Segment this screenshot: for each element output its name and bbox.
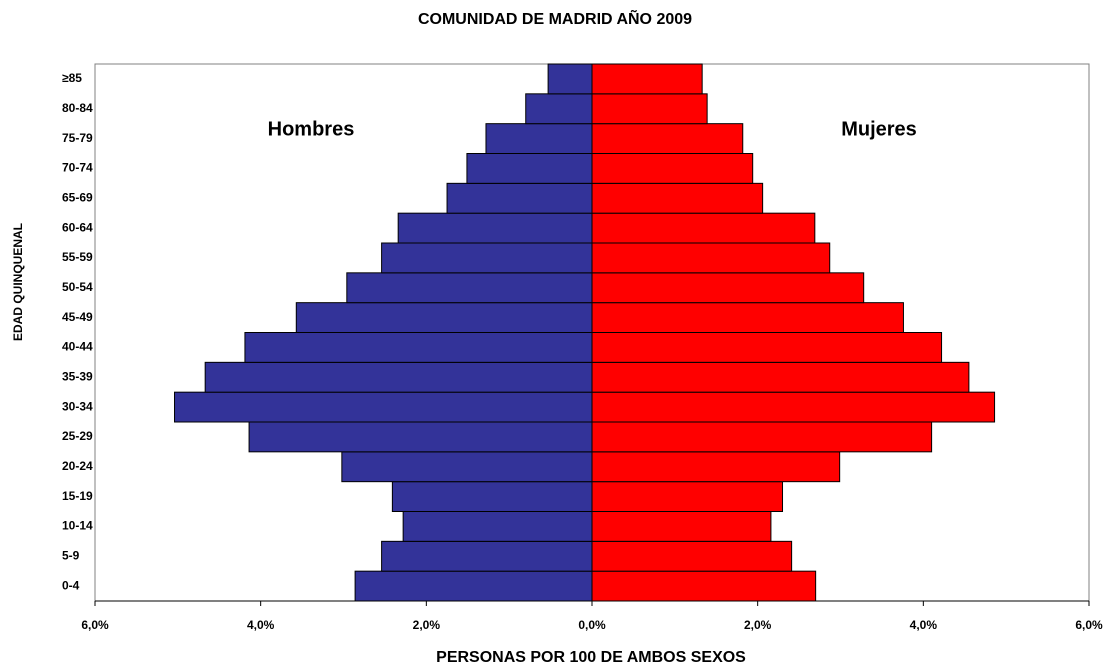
bar xyxy=(402,511,593,542)
bar xyxy=(244,332,593,363)
bar xyxy=(346,272,593,304)
bar xyxy=(591,421,933,453)
bar xyxy=(525,93,593,125)
x-tick-label: 0,0% xyxy=(578,618,606,632)
bar xyxy=(248,421,593,453)
chart-title: COMUNIDAD DE MADRID AÑO 2009 xyxy=(418,8,692,28)
bar xyxy=(591,302,904,333)
y-tick-label: 5-9 xyxy=(62,548,80,562)
bar xyxy=(547,63,593,95)
bar xyxy=(381,242,593,274)
y-tick-label: 15-19 xyxy=(62,489,93,503)
bar xyxy=(591,481,784,512)
y-tick-label: 25-29 xyxy=(62,429,93,443)
y-tick-label: 60-64 xyxy=(62,220,93,234)
bar xyxy=(591,391,996,423)
bar xyxy=(591,272,865,304)
y-tick-label: 65-69 xyxy=(62,190,93,204)
x-tick-label: 6,0% xyxy=(81,618,109,632)
y-tick-label: 70-74 xyxy=(62,161,93,175)
bar xyxy=(295,302,593,333)
bar xyxy=(591,123,744,154)
bar xyxy=(591,451,841,483)
bar xyxy=(381,540,593,572)
bar xyxy=(204,361,593,393)
x-tick-label: 2,0% xyxy=(413,618,441,632)
bar xyxy=(341,451,593,483)
y-tick-label: 45-49 xyxy=(62,310,93,324)
bar xyxy=(591,540,793,572)
bar xyxy=(591,242,831,274)
x-tick-label: 4,0% xyxy=(247,618,275,632)
y-tick-label: 10-14 xyxy=(62,519,93,533)
y-tick-label: 75-79 xyxy=(62,131,93,145)
x-axis-title: PERSONAS POR 100 DE AMBOS SEXOS xyxy=(436,649,746,666)
y-tick-label: ≥85 xyxy=(62,71,82,85)
y-tick-label: 40-44 xyxy=(62,340,93,354)
bar xyxy=(591,153,754,184)
y-tick-label: 35-39 xyxy=(62,369,93,383)
bar xyxy=(591,332,943,363)
y-tick-label: 80-84 xyxy=(62,101,93,115)
bar xyxy=(174,391,593,423)
bar xyxy=(354,570,593,602)
series-annotation: Mujeres xyxy=(841,118,917,140)
x-tick-label: 2,0% xyxy=(744,618,772,632)
bar xyxy=(591,511,772,542)
y-tick-label: 50-54 xyxy=(62,280,93,294)
x-tick-label: 6,0% xyxy=(1075,618,1103,632)
y-tick-label: 30-34 xyxy=(62,399,93,413)
bar xyxy=(591,93,708,125)
bar xyxy=(591,570,817,602)
y-tick-label: 0-4 xyxy=(62,578,80,592)
bar xyxy=(591,63,703,95)
y-tick-label: 55-59 xyxy=(62,250,93,264)
bar xyxy=(591,182,764,214)
series-annotation: Hombres xyxy=(268,118,355,140)
bar xyxy=(391,481,593,512)
bar xyxy=(446,182,593,214)
bar xyxy=(397,212,593,244)
bar xyxy=(591,212,816,244)
bar xyxy=(591,361,970,393)
bar xyxy=(466,153,593,184)
bar xyxy=(485,123,593,154)
y-tick-label: 20-24 xyxy=(62,459,93,473)
y-axis-title: EDAD QUINQUENAL xyxy=(11,223,25,341)
x-tick-label: 4,0% xyxy=(910,618,938,632)
